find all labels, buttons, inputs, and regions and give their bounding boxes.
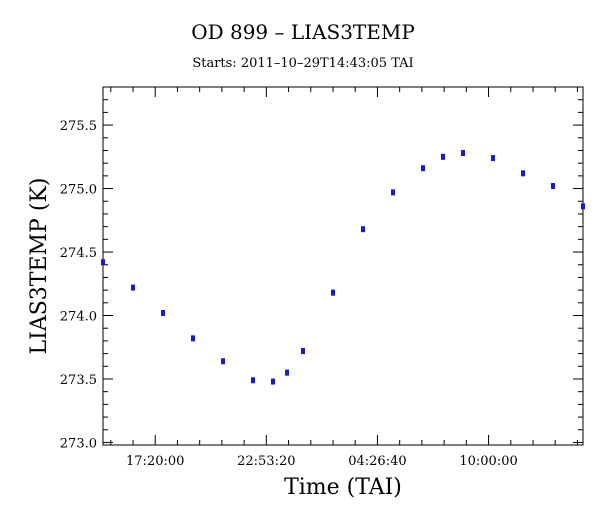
data-point <box>521 170 525 177</box>
chart-title: OD 899 – LIAS3TEMP <box>191 20 415 44</box>
x-tick-label: 10:00:00 <box>459 454 517 469</box>
y-axis-ticks: 273.0 273.5 274.0 274.5 275.0 275.5 <box>60 99 583 451</box>
y-tick-label: 275.5 <box>60 119 97 134</box>
data-point <box>285 369 289 376</box>
data-point <box>361 226 365 233</box>
y-tick-label: 274.5 <box>60 246 97 261</box>
y-axis-label: LIAS3TEMP (K) <box>27 178 52 355</box>
data-point <box>301 348 305 355</box>
chart-subtitle: Starts: 2011–10–29T14:43:05 TAI <box>192 56 413 71</box>
data-point <box>131 284 135 291</box>
x-axis-ticks: 17:20:00 22:53:20 04:26:40 10:00:00 <box>110 87 578 469</box>
data-point <box>331 289 335 296</box>
y-tick-label: 273.0 <box>60 436 97 451</box>
data-point <box>491 155 495 162</box>
x-tick-label: 22:53:20 <box>237 454 295 469</box>
data-point <box>271 378 275 385</box>
x-axis-label: Time (TAI) <box>284 475 402 500</box>
data-point <box>461 150 465 157</box>
data-point <box>551 183 555 190</box>
y-tick-label: 274.0 <box>60 310 97 325</box>
data-point <box>251 377 255 384</box>
data-point <box>441 153 445 160</box>
data-point <box>161 309 165 316</box>
x-tick-label: 17:20:00 <box>126 454 184 469</box>
data-point <box>101 259 105 266</box>
y-tick-label: 275.0 <box>60 183 97 198</box>
x-tick-label: 04:26:40 <box>348 454 406 469</box>
data-point <box>581 203 585 210</box>
data-point <box>391 189 395 196</box>
data-series <box>101 150 585 385</box>
data-point <box>421 165 425 172</box>
y-tick-label: 273.5 <box>60 373 97 388</box>
plot-frame <box>102 86 584 446</box>
data-point <box>221 358 225 365</box>
data-point <box>191 335 195 342</box>
